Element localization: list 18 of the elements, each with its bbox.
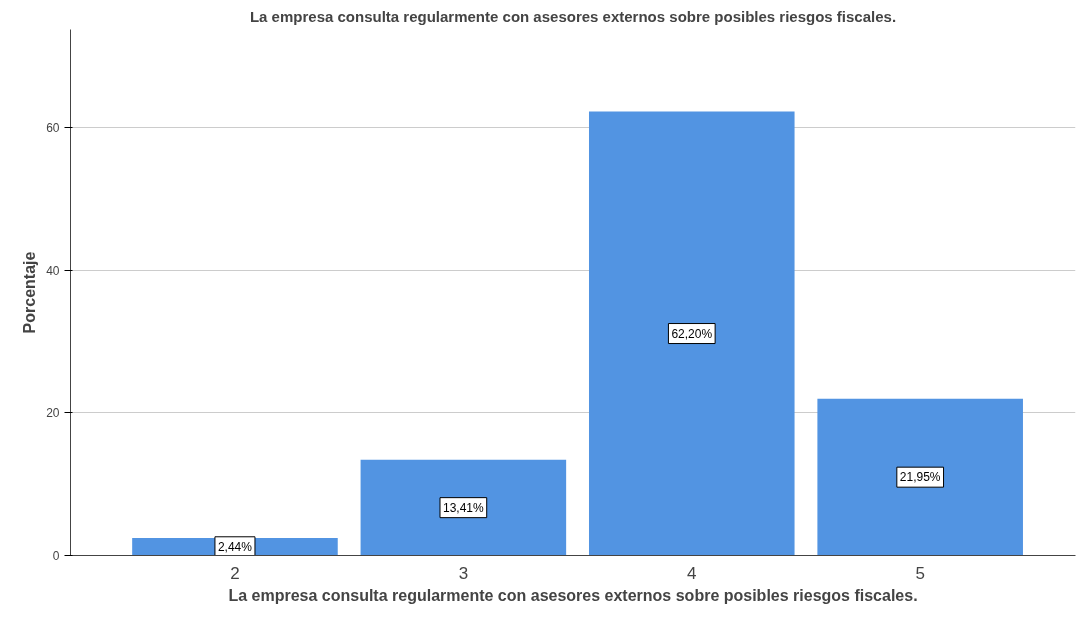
data-label: 2,44% (217, 539, 253, 554)
y-axis-title: Porcentaje (21, 251, 39, 334)
x-tick-label: 4 (687, 563, 697, 583)
data-label: 21,95% (899, 470, 941, 485)
y-tick-label: 0 (52, 549, 60, 563)
bar (817, 398, 1023, 556)
chart-title: La empresa consulta regularmente con asesores externos sobre posibles riesgos fiscales. (249, 7, 897, 25)
y-tick-label: 60 (46, 120, 60, 135)
x-tick-label: 2 (230, 563, 240, 583)
y-tick-label: 20 (46, 406, 60, 421)
data-label: 62,20% (671, 326, 713, 341)
bar (588, 111, 795, 556)
bar (360, 459, 567, 556)
x-tick-label: 5 (915, 563, 925, 583)
data-label: 13,41% (443, 500, 485, 515)
y-tick-label: 40 (46, 263, 60, 278)
x-axis-title: La empresa consulta regularmente con asesores externos sobre posibles riesgos fiscales. (228, 586, 918, 604)
x-tick-label: 3 (458, 563, 469, 583)
